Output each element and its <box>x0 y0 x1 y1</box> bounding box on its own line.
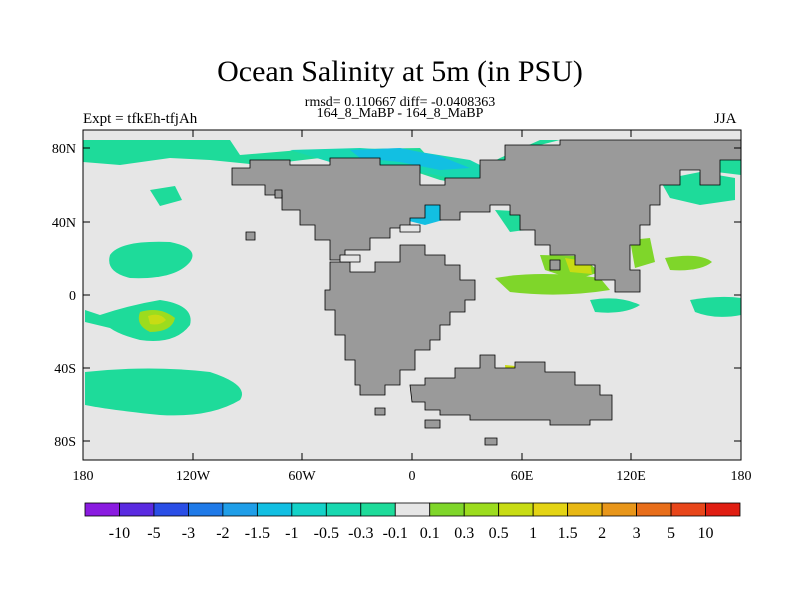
colorbar-label: -10 <box>109 525 130 542</box>
colorbar-label: 1.5 <box>558 525 578 542</box>
anomaly-south-pacific-peak <box>148 314 166 325</box>
colorbar-label: -0.5 <box>314 525 339 542</box>
colorbar-box <box>670 502 706 517</box>
colorbar: -10 -5 -3 -2 -1.5 -1 -0.5 -0.3 -0.1 0.1 0.3 0.5 1 1.5… <box>84 502 741 542</box>
colorbar-label: 3 <box>633 525 641 542</box>
lat-label-80n: 80N <box>52 142 76 157</box>
anomaly-indonesia <box>590 298 640 313</box>
colorbar-box <box>532 502 569 517</box>
anomaly-west-pacific <box>665 255 712 271</box>
colorbar-box <box>463 502 500 517</box>
land-island-4 <box>484 437 498 446</box>
colorbar-box <box>188 502 224 517</box>
colorbar-label: -2 <box>216 525 229 542</box>
anomaly-north-pacific-small <box>150 186 182 206</box>
lat-label-80s: 80S <box>54 435 76 450</box>
anomaly-southern-ocean <box>85 368 242 416</box>
colorbar-box <box>325 502 362 517</box>
inland-sea-2 <box>399 224 421 233</box>
anomaly-north-pacific <box>109 241 193 279</box>
colorbar-box <box>636 502 672 517</box>
colorbar-label: 0.1 <box>420 525 440 542</box>
land-island-6 <box>549 259 561 271</box>
colorbar-label: -1 <box>285 525 298 542</box>
colorbar-label: 1 <box>529 525 537 542</box>
colorbar-box <box>498 502 534 517</box>
inland-sea-1 <box>339 254 361 263</box>
lon-tick-marks <box>82 130 742 460</box>
colorbar-box <box>705 502 741 517</box>
anomaly-indian-ocean <box>495 274 610 295</box>
anomaly-south-pacific <box>85 300 191 341</box>
lon-label-180-west: 180 <box>73 469 94 484</box>
anomaly-arctic-core <box>350 148 470 170</box>
colorbar-label: 10 <box>698 525 714 542</box>
land-antarctica <box>409 354 613 426</box>
lon-label-120w: 120W <box>176 469 211 484</box>
colorbar-box <box>601 502 637 517</box>
colorbar-box <box>256 502 293 517</box>
colorbar-label: -5 <box>147 525 160 542</box>
anomaly-east-asia <box>630 238 655 268</box>
colorbar-box <box>153 502 189 517</box>
salinity-anomaly-layer <box>83 140 741 416</box>
season-label: JJA <box>714 111 737 127</box>
colorbar-label: 5 <box>667 525 675 542</box>
land-south-pangea <box>324 244 476 396</box>
stats-label: rmsd= 0.110667 diff= -0.0408363 <box>304 95 496 110</box>
anomaly-arctic-mid <box>290 148 500 180</box>
colorbar-box <box>119 502 155 517</box>
lon-label-60w: 60W <box>288 469 316 484</box>
lat-label-40s: 40S <box>54 362 76 377</box>
experiment-subtitle: 164_8_MaBP - 164_8_MaBP <box>316 106 484 121</box>
colorbar-label: 0.5 <box>489 525 509 542</box>
lat-label-40n: 40N <box>52 216 76 231</box>
land-north-pangea <box>231 139 742 293</box>
land-island-3 <box>424 419 441 429</box>
colorbar-label: -0.1 <box>383 525 408 542</box>
lon-label-0: 0 <box>409 469 416 484</box>
colorbar-box <box>394 502 431 517</box>
colorbar-label: -0.3 <box>348 525 373 542</box>
inland-seas <box>339 224 421 263</box>
colorbar-label: -1.5 <box>245 525 270 542</box>
land-island-5 <box>374 407 386 416</box>
colorbar-box <box>84 502 120 517</box>
lon-label-180-east: 180 <box>731 469 752 484</box>
land-layer <box>231 139 742 446</box>
colorbar-label: 2 <box>598 525 606 542</box>
colorbar-box <box>360 502 396 517</box>
expt-label: Expt = tfkEh-tfjAh <box>83 111 198 127</box>
map-title: Ocean Salinity at 5m (in PSU) <box>217 55 583 88</box>
land-island-1 <box>274 189 283 199</box>
colorbar-box <box>429 502 465 517</box>
colorbar-label: -3 <box>182 525 195 542</box>
lat-label-0: 0 <box>69 289 76 304</box>
colorbar-box <box>222 502 258 517</box>
colorbar-box <box>291 502 327 517</box>
anomaly-east-pacific-south <box>690 296 741 317</box>
colorbar-label: 0.3 <box>454 525 474 542</box>
colorbar-box <box>567 502 603 517</box>
land-island-2 <box>245 231 256 241</box>
lat-tick-marks <box>83 147 741 442</box>
lon-label-60e: 60E <box>511 469 534 484</box>
lon-label-120e: 120E <box>616 469 646 484</box>
